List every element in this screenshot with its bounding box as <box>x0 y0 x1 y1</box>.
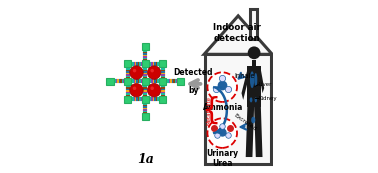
Ellipse shape <box>254 73 257 86</box>
FancyBboxPatch shape <box>142 113 149 120</box>
Text: Indoor air
detection: Indoor air detection <box>212 23 260 43</box>
Polygon shape <box>204 16 272 54</box>
Circle shape <box>150 86 154 90</box>
Text: {: { <box>201 96 221 125</box>
Circle shape <box>130 84 143 97</box>
Circle shape <box>208 72 237 102</box>
Circle shape <box>147 66 161 79</box>
FancyBboxPatch shape <box>124 60 131 67</box>
Polygon shape <box>252 60 256 66</box>
Text: Detected: Detected <box>174 68 213 77</box>
Ellipse shape <box>250 71 254 88</box>
FancyBboxPatch shape <box>142 43 149 50</box>
Text: Excreted: Excreted <box>233 113 257 132</box>
Text: Urinary
Urea: Urinary Urea <box>206 149 238 168</box>
FancyBboxPatch shape <box>177 78 184 85</box>
FancyBboxPatch shape <box>124 95 131 103</box>
Circle shape <box>133 86 136 90</box>
Polygon shape <box>246 107 254 157</box>
Circle shape <box>147 84 161 97</box>
Polygon shape <box>247 66 261 107</box>
Text: Inhale: Inhale <box>234 73 255 79</box>
Circle shape <box>130 66 143 79</box>
Text: 1a: 1a <box>137 153 154 166</box>
FancyBboxPatch shape <box>107 78 113 85</box>
FancyBboxPatch shape <box>160 78 166 85</box>
Polygon shape <box>242 70 250 100</box>
Polygon shape <box>250 9 257 39</box>
Text: Ammonia: Ammonia <box>203 103 243 112</box>
Text: Kidney: Kidney <box>259 96 277 101</box>
FancyBboxPatch shape <box>160 60 166 67</box>
Text: by: by <box>188 86 198 95</box>
Bar <box>205 54 271 164</box>
FancyBboxPatch shape <box>142 78 149 85</box>
FancyBboxPatch shape <box>160 95 166 103</box>
Polygon shape <box>259 70 264 93</box>
Text: Metabolite: Metabolite <box>206 96 211 125</box>
Circle shape <box>150 69 154 72</box>
Polygon shape <box>254 107 262 157</box>
Circle shape <box>133 69 136 72</box>
Circle shape <box>208 118 237 148</box>
Ellipse shape <box>250 97 253 102</box>
Ellipse shape <box>251 117 256 123</box>
FancyBboxPatch shape <box>142 60 149 67</box>
Ellipse shape <box>255 97 257 102</box>
FancyBboxPatch shape <box>142 95 149 103</box>
Polygon shape <box>247 66 261 105</box>
Circle shape <box>248 46 260 59</box>
FancyBboxPatch shape <box>124 78 131 85</box>
Text: Liver: Liver <box>259 82 272 87</box>
